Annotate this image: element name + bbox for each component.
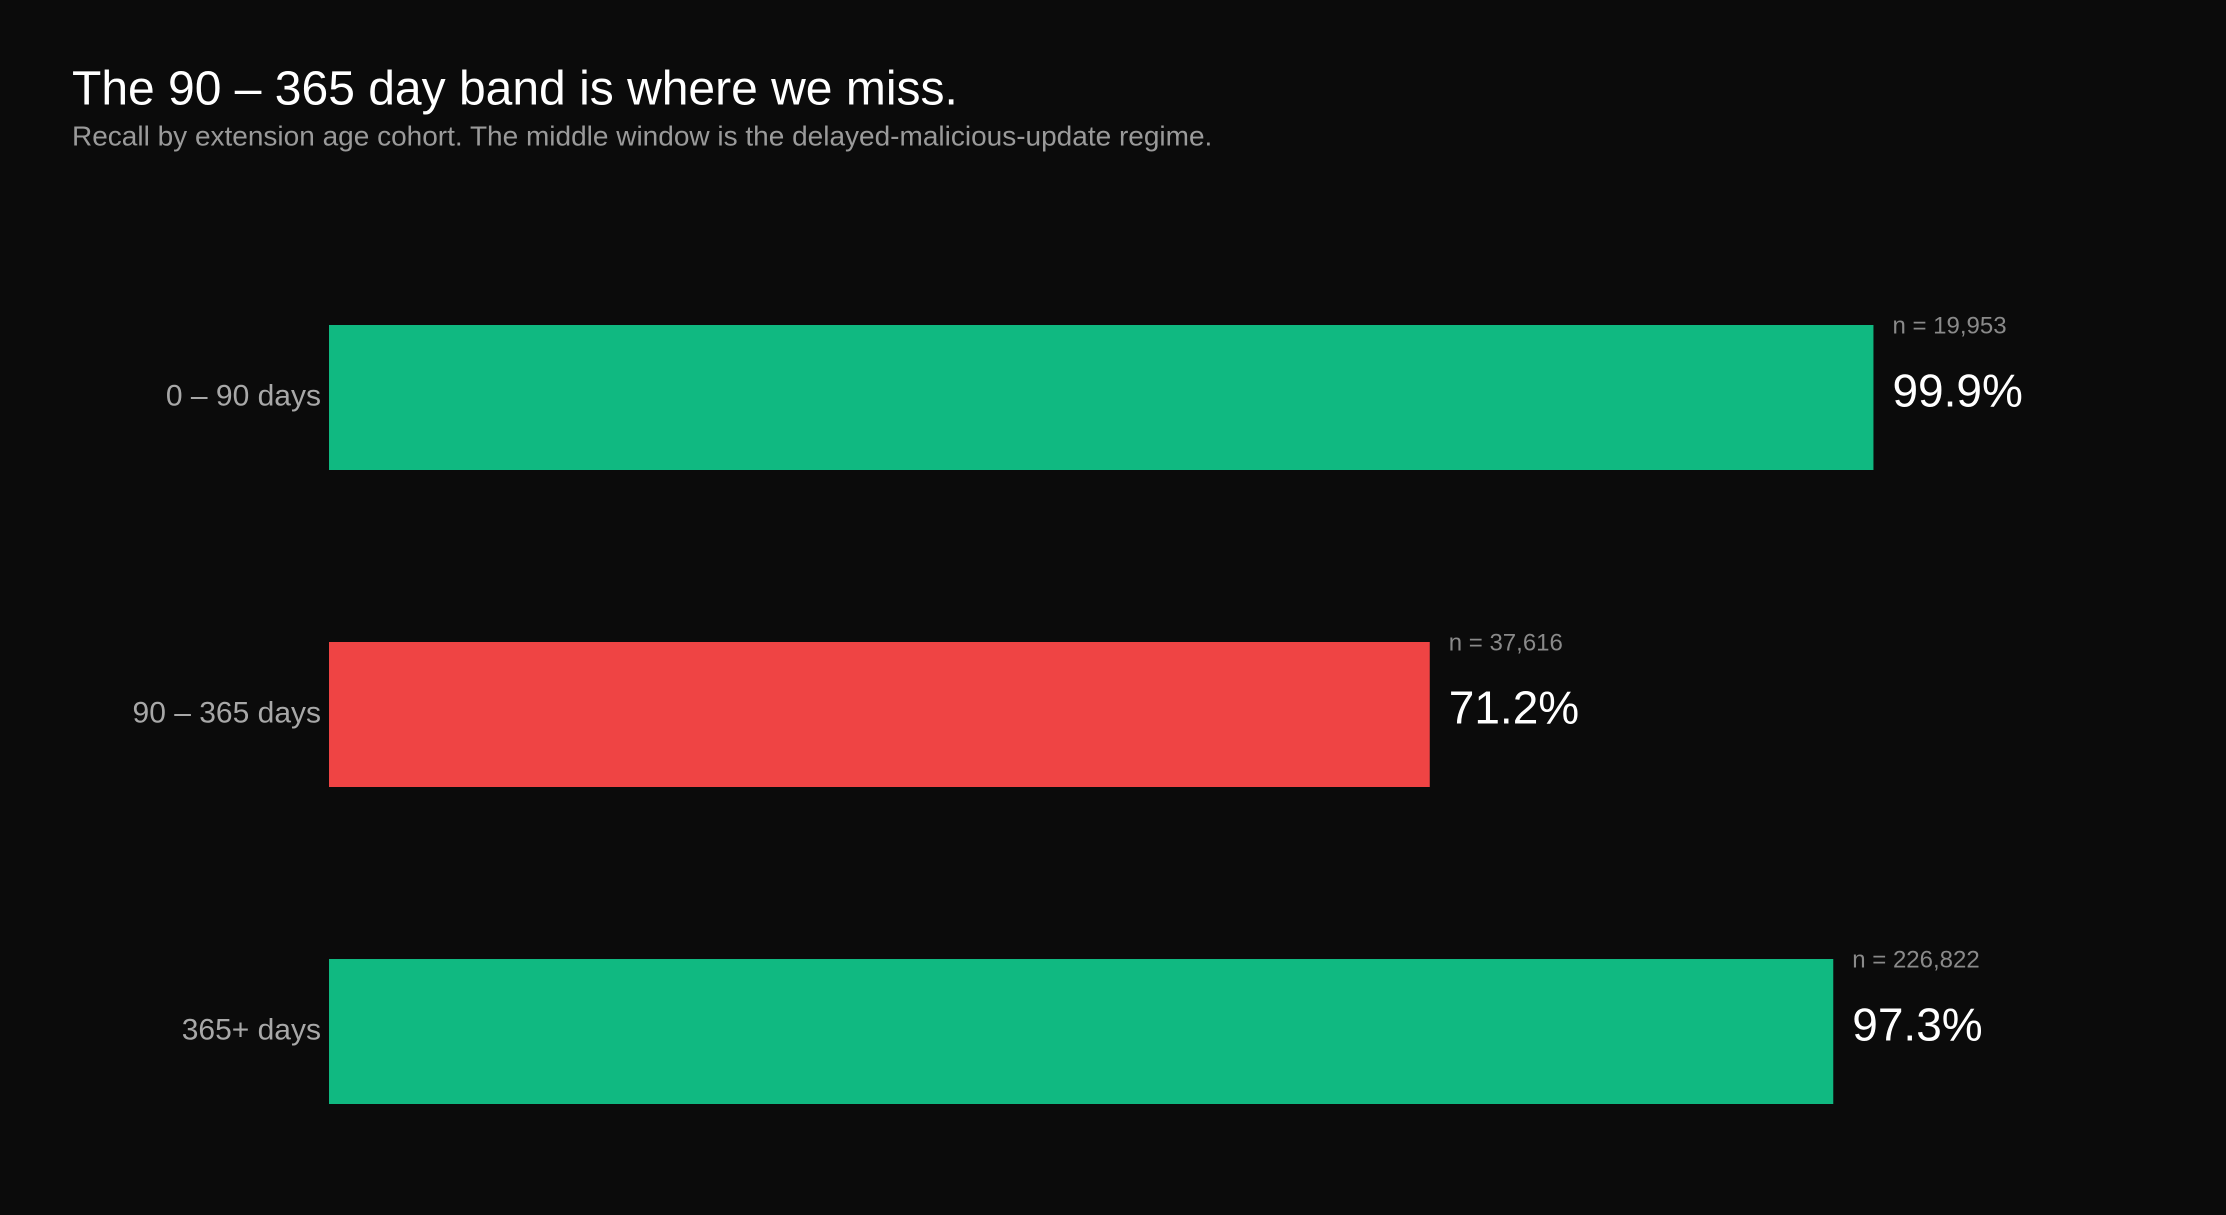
chart-title: The 90 – 365 day band is where we miss. [72,63,958,116]
bar [329,325,1874,470]
bar [329,642,1430,787]
sample-label: n = 19,953 [1892,312,2006,339]
chart-subtitle: Recall by extension age cohort. The midd… [72,120,1212,151]
category-label: 90 – 365 days [133,696,321,729]
sample-label: n = 37,616 [1449,629,1563,656]
category-label: 0 – 90 days [166,379,321,412]
category-label: 365+ days [182,1013,321,1046]
value-label: 71.2% [1449,682,1579,734]
value-label: 99.9% [1892,365,2022,417]
value-label: 97.3% [1852,999,1982,1051]
bar [329,959,1834,1104]
sample-label: n = 226,822 [1852,946,1979,973]
